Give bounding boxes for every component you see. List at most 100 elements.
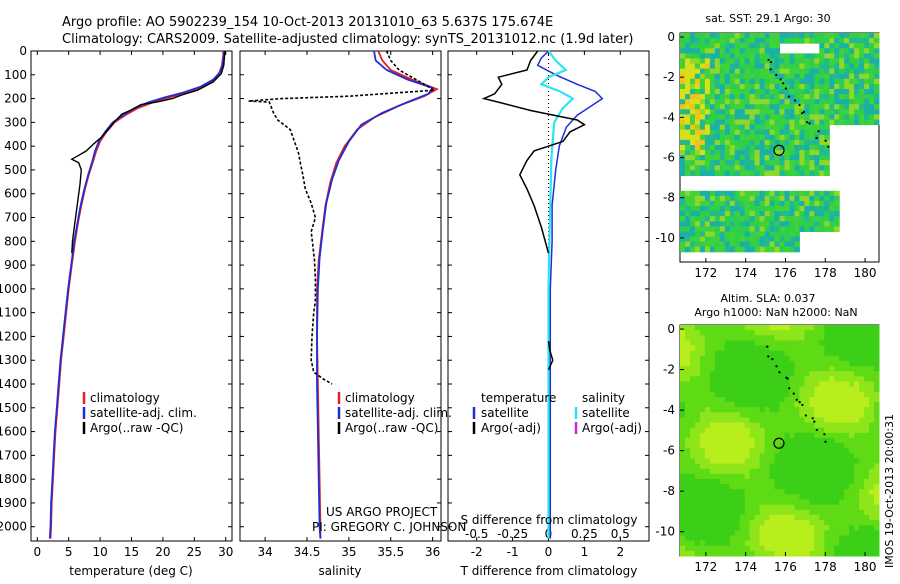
- map-cell: [799, 371, 805, 377]
- map-cell: [864, 43, 870, 49]
- map-cell: [839, 381, 845, 388]
- map-cell: [724, 427, 731, 434]
- map-cell: [704, 145, 711, 151]
- map-cell: [699, 160, 706, 166]
- temp-satellite-line: [48, 51, 225, 539]
- map-cell: [739, 33, 746, 39]
- map-cell: [709, 340, 716, 346]
- map-cell: [680, 422, 686, 429]
- map-cell: [854, 58, 860, 64]
- map-cell: [824, 360, 830, 367]
- map-cell: [869, 78, 875, 85]
- map-cell: [685, 195, 691, 202]
- map-cell: [744, 448, 751, 454]
- map-cell: [819, 381, 825, 388]
- map-cell: [854, 68, 860, 75]
- map-cell: [769, 345, 775, 352]
- map-cell: [734, 246, 741, 253]
- map-cell: [799, 335, 805, 341]
- map-cell: [859, 386, 865, 393]
- map-cell: [754, 396, 761, 403]
- map-cell: [685, 448, 691, 454]
- map-cell: [744, 514, 751, 521]
- map-cell: [809, 432, 815, 439]
- map-cell: [744, 73, 751, 80]
- map-cell: [774, 226, 780, 232]
- map-cell: [749, 246, 756, 253]
- map-cell: [704, 402, 711, 408]
- map-cell: [754, 525, 761, 531]
- map-cell: [779, 139, 785, 146]
- map-cell: [864, 550, 870, 557]
- map-cell: [714, 407, 721, 413]
- map-cell: [764, 150, 771, 156]
- map-cell: [714, 241, 721, 248]
- map-cell: [819, 58, 825, 64]
- map-cell: [804, 114, 810, 120]
- map-cell: [799, 345, 805, 352]
- map-cell: [680, 396, 686, 403]
- map-cell: [764, 109, 771, 115]
- map-cell: [829, 68, 835, 75]
- map-cell: [685, 200, 691, 207]
- map-cell: [779, 241, 785, 248]
- map-cell: [764, 43, 771, 49]
- map-cell: [784, 89, 790, 95]
- map-cell: [829, 335, 835, 341]
- map-cell: [724, 221, 731, 227]
- map-cell: [859, 473, 865, 480]
- map-cell: [699, 73, 706, 80]
- map-cell: [784, 396, 790, 403]
- map-cell: [844, 94, 850, 100]
- map-cell: [744, 371, 751, 377]
- map-cell: [819, 417, 825, 423]
- map-cell: [804, 540, 810, 547]
- map-cell: [839, 520, 845, 526]
- map-cell: [699, 124, 706, 131]
- map-cell: [690, 340, 696, 346]
- map-cell: [774, 448, 780, 454]
- map-cell: [794, 489, 800, 495]
- map-cell: [704, 345, 711, 352]
- map-cell: [814, 540, 820, 547]
- map-cell: [819, 550, 825, 557]
- map-cell: [714, 473, 721, 480]
- map-cell: [729, 206, 736, 212]
- map-cell: [724, 139, 731, 146]
- map-cell: [789, 109, 795, 115]
- map-cell: [680, 468, 686, 475]
- map-cell: [754, 78, 761, 85]
- map-cell: [764, 396, 771, 403]
- map-cell: [769, 366, 775, 372]
- map-cell: [804, 83, 810, 90]
- map-cell: [690, 211, 696, 217]
- sst-map: 172 174 176 178 1800-2-4-6-8-10: [655, 30, 880, 280]
- map-cell: [749, 145, 756, 151]
- map-cell: [824, 386, 830, 393]
- map-cell: [759, 330, 766, 336]
- map-cell: [824, 89, 830, 95]
- map-cell: [744, 119, 751, 126]
- map-cell: [714, 109, 721, 115]
- map-cell: [704, 58, 711, 64]
- map-cell: [680, 479, 686, 485]
- map-cell: [680, 350, 686, 357]
- map-cell: [874, 53, 880, 59]
- map-cell: [714, 129, 721, 136]
- map-cell: [784, 360, 790, 367]
- map-cell: [809, 195, 815, 202]
- map-cell: [709, 94, 716, 100]
- map-cell: [719, 520, 726, 526]
- map-cell: [864, 402, 870, 408]
- map-cell: [814, 550, 820, 557]
- map-cell: [680, 417, 686, 423]
- map-cell: [724, 479, 731, 485]
- map-cell: [764, 489, 771, 495]
- map-cell: [734, 540, 741, 547]
- map-cell: [759, 89, 766, 95]
- map-cell: [694, 195, 701, 202]
- map-cell: [799, 221, 805, 227]
- map-cell: [874, 78, 880, 85]
- map-cell: [685, 468, 691, 475]
- map-cell: [819, 504, 825, 511]
